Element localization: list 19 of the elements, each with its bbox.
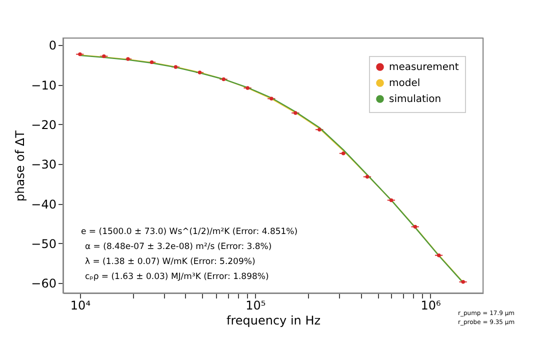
y-tick-label: −50 xyxy=(31,236,56,251)
x-tick-label: 10⁴ xyxy=(70,298,91,312)
legend-label: simulation xyxy=(389,94,442,105)
y-tick-label: −20 xyxy=(31,118,56,132)
x-tick-label: 10⁶ xyxy=(420,298,441,312)
y-tick-label: −10 xyxy=(31,78,56,92)
x-axis-title: frequency in Hz xyxy=(226,314,321,328)
legend-label: model xyxy=(389,78,420,89)
annotation: cₚρ = (1.63 ± 0.03) MJ/m³K (Error: 1.898%) xyxy=(85,272,269,282)
y-tick-label: −60 xyxy=(31,276,56,291)
annotation: α = (8.48e-07 ± 3.2e-08) m²/s (Error: 3.8%) xyxy=(85,242,272,252)
y-tick-label: −40 xyxy=(31,197,56,212)
y-tick-label: −30 xyxy=(31,158,56,172)
annotation: e = (1500.0 ± 73.0) Ws^(1/2)/m²K (Error: 4.851%) xyxy=(81,227,298,237)
x-tick-label: 10⁵ xyxy=(246,298,266,312)
y-tick-label: 0 xyxy=(48,38,56,53)
annotation: λ = (1.38 ± 0.07) W/mK (Error: 5.209%) xyxy=(85,257,256,267)
y-axis-title: phase of ΔT xyxy=(13,130,28,202)
legend-label: measurement xyxy=(389,62,459,73)
